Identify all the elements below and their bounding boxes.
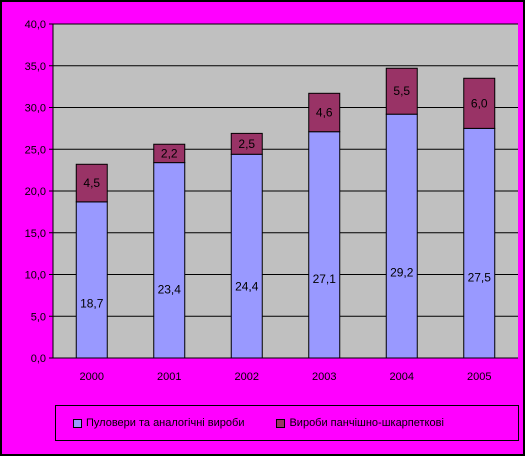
data-label-series-2: 2,2 <box>161 146 178 160</box>
y-tick-label: 15,0 <box>25 228 46 240</box>
bar-series-1 <box>153 162 186 359</box>
y-tick-label: 25,0 <box>25 144 46 156</box>
data-label-series-2: 4,5 <box>83 176 100 190</box>
y-tick-label: 30,0 <box>25 103 46 115</box>
x-axis-ticks: 2000 2001 2002 2003 2004 2005 <box>80 371 492 383</box>
bar-series-2 <box>75 163 108 203</box>
data-label-series-1: 18,7 <box>80 296 104 310</box>
data-label-series-2: 4,6 <box>316 106 333 120</box>
x-tick-label: 2000 <box>80 371 104 383</box>
bar-series-1 <box>385 113 418 359</box>
bar-series-1 <box>230 153 263 359</box>
bars <box>75 67 496 359</box>
legend-swatch-series-2 <box>276 418 286 428</box>
y-tick-label: 5,0 <box>31 311 46 323</box>
bar-series-2 <box>153 143 186 164</box>
legend-label-series-1: Пуловери та аналогічні вироби <box>86 417 245 429</box>
bar-series-1 <box>308 131 341 359</box>
bar-series-2 <box>230 132 263 155</box>
data-label-series-2: 6,0 <box>471 96 488 110</box>
x-tick-label: 2005 <box>467 371 491 383</box>
data-label-series-1: 29,2 <box>390 266 414 280</box>
legend-swatch-series-1 <box>73 418 82 428</box>
data-label-series-1: 27,1 <box>313 272 337 286</box>
bar-series-1 <box>463 127 496 359</box>
x-tick-label: 2004 <box>390 371 414 383</box>
legend: Пуловери та аналогічні вироби Вироби пан… <box>55 405 519 441</box>
legend-item-series-2: Вироби панчішно-шкарпеткові <box>276 417 444 429</box>
x-tick-label: 2001 <box>157 371 181 383</box>
y-tick-label: 20,0 <box>25 186 46 198</box>
x-tick-label: 2002 <box>235 371 259 383</box>
y-tick-label: 0,0 <box>31 353 46 365</box>
data-label-series-1: 23,4 <box>158 283 182 297</box>
bar-series-2 <box>463 77 496 129</box>
y-tick-label: 35,0 <box>25 61 46 73</box>
y-axis-ticks: 0,0 5,0 10,0 15,0 20,0 25,0 30,0 35,0 40,0 <box>25 19 53 365</box>
y-tick-label: 10,0 <box>25 270 46 282</box>
y-tick-label: 40,0 <box>25 19 46 31</box>
data-label-series-1: 24,4 <box>235 280 259 294</box>
data-label-series-2: 2,5 <box>238 137 255 151</box>
legend-label-series-2: Вироби панчішно-шкарпеткові <box>289 417 444 429</box>
gridlines <box>53 23 518 317</box>
x-tick-label: 2003 <box>312 371 336 383</box>
bar-series-1 <box>75 201 108 359</box>
data-label-series-2: 5,5 <box>393 84 410 98</box>
bar-series-2 <box>308 92 341 133</box>
data-label-series-1: 27,5 <box>468 271 492 285</box>
legend-item-series-1: Пуловери та аналогічні вироби <box>73 417 244 429</box>
bar-series-2 <box>385 67 418 115</box>
data-labels: 18,7 4,5 23,4 2,2 24,4 2,5 27,1 4,6 29,2 5,5 27,5 6… <box>80 84 491 310</box>
